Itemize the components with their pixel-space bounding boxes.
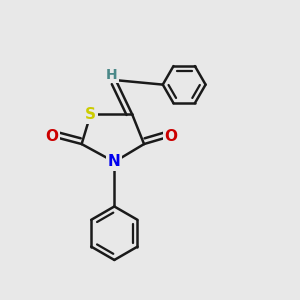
Text: H: H	[106, 68, 117, 82]
Text: O: O	[164, 129, 177, 144]
Text: S: S	[85, 107, 96, 122]
Text: O: O	[45, 129, 58, 144]
Text: N: N	[108, 154, 121, 169]
